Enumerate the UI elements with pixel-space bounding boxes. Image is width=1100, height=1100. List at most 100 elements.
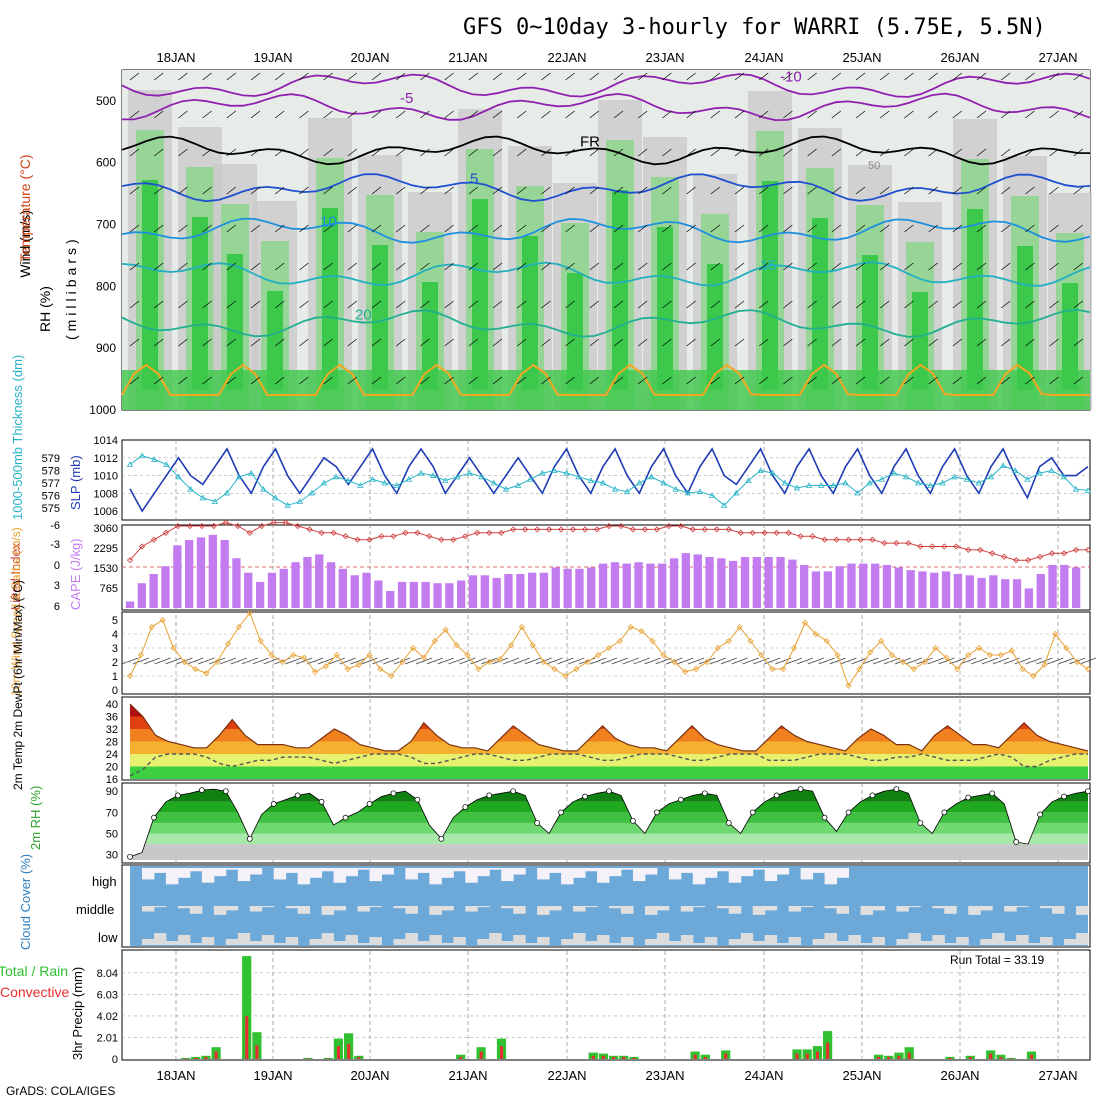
cloud-high-cell [728,868,742,883]
wind-barb [516,110,527,119]
cloud-high-cell [201,868,215,883]
cape-bar [717,558,726,608]
cloud-high-cell [692,868,706,885]
slp-tick: 1006 [94,506,118,518]
wind-barb [371,338,382,347]
li-point [174,522,181,530]
wind-barb [904,376,914,385]
cloud-mid-cell [1004,906,1017,912]
thickness-point [320,479,328,486]
wind-barb [226,110,237,119]
thickness-point [175,473,182,480]
li-point [558,526,565,533]
wind-barb [637,300,648,309]
wind-barb [686,186,696,195]
rh-surface-band [122,370,1090,410]
isotherm-label: -10 [780,68,802,85]
li-point [665,522,672,530]
cloud-low-cell [896,939,909,945]
wind-barb [129,262,140,271]
cape-bar [729,560,738,608]
surface-wind-barb [666,657,683,665]
wind-barb [807,186,817,195]
thickness-point [624,488,631,495]
wind-barb [928,376,938,385]
wind-barb [831,338,842,347]
li-point [474,529,481,536]
wind-speed-point [486,658,493,666]
cloud-high-cell [704,868,718,878]
chart-title: GFS 0~10day 3-hourly for WARRI (5.75E, 5… [463,15,1046,40]
top-day-label: 18JAN [156,50,195,65]
precip-total-bar [323,1057,333,1059]
wind-barb [783,262,793,271]
thickness-point [151,456,158,462]
li-point [1049,550,1056,557]
wind-speed-point [388,672,395,680]
wind-barb [299,72,309,81]
wind-speed-point [333,651,340,659]
li-point [725,526,732,533]
cloud-mid-cell [513,906,526,914]
isotherm-line [121,308,1091,338]
precip-tick: 4.02 [97,1011,118,1023]
precip-total-bar [303,1057,313,1059]
cape-bar [575,568,584,608]
surface-wind-barb [905,657,922,665]
isotherm-label: -5 [400,90,413,107]
cape-bar [658,563,667,608]
wind-barb [928,262,938,271]
li-point [210,522,217,530]
wind-barb [371,72,382,81]
surface-wind-barb [840,657,857,665]
wind-barb [178,110,188,119]
surface-wind-barb [502,657,520,665]
cloud-high-cell [225,868,239,870]
wind-speed-point [170,644,177,652]
wind-barb [178,72,188,81]
wind-speed-point [464,651,471,659]
wind-barb [323,148,333,157]
wind-barb [541,186,551,195]
surface-wind-barb [677,657,694,665]
wind-barb [153,338,164,347]
li-tick: 6 [54,601,60,613]
surface-wind-barb [426,657,443,665]
wind-barb [371,376,382,385]
rh-point [893,786,900,792]
cloud-low-cell [537,937,550,945]
wind-barb [420,110,430,119]
surface-wind-barb [296,657,313,665]
wind-barb [468,148,479,157]
temp-tick: 36 [106,712,118,724]
rh-point [749,809,756,816]
wind-barb [516,262,527,271]
precip-total-bar [456,1054,466,1059]
wind-speed-point [148,623,155,631]
wind-barb [371,300,382,309]
thickness-tick: 575 [42,503,60,515]
wind-barb [662,338,672,347]
isotherm-label: 10 [320,214,337,231]
wind-barb [129,338,140,347]
wind-barb [274,338,285,347]
thickness-point [902,473,910,480]
wind-barb [831,110,842,119]
temp-band [130,716,1088,729]
wind-barb [686,110,696,119]
temp-line [129,703,1089,752]
wind-barb [613,338,624,347]
run-total-label: Run Total = 33.19 [950,953,1045,967]
cape-bar [847,563,856,608]
wind-barb [1073,300,1084,309]
wind-barb [686,148,696,157]
cape-tick: 1530 [94,563,118,575]
precip-convective-bar [826,1042,830,1059]
precip-convective-bar [622,1056,626,1059]
surface-wind-barb [285,657,302,665]
precip-legend-total: Total / Rain [0,963,68,979]
precip-convective-bar [214,1051,218,1059]
cape-bar [315,554,324,608]
cloud-row-low: low [98,930,118,945]
surface-wind-barb [328,657,345,665]
